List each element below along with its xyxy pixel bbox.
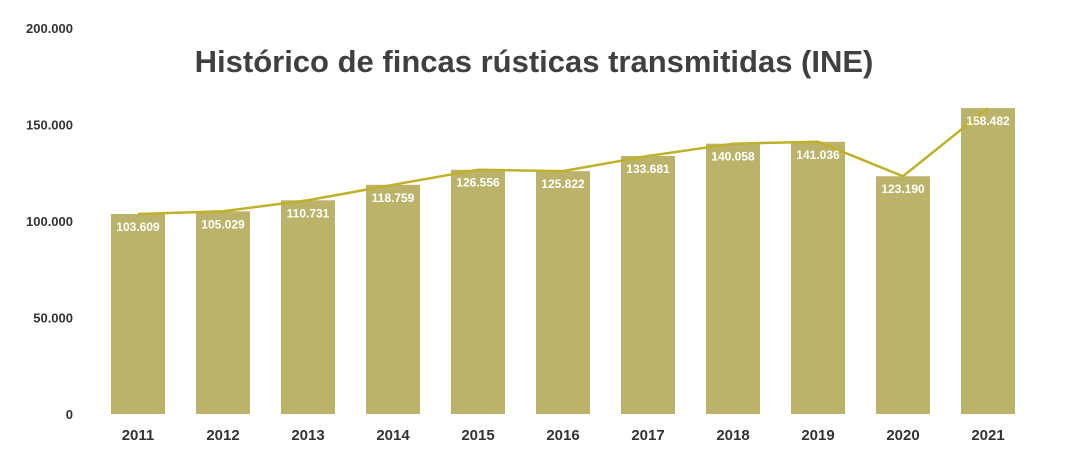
bar-2020: [876, 176, 930, 414]
x-tick-label: 2020: [886, 427, 919, 444]
bar-2014: [366, 184, 420, 414]
y-tick-label: 50.000: [33, 311, 73, 326]
y-tick-label: 0: [66, 407, 73, 422]
x-tick-label: 2015: [461, 427, 494, 444]
data-label-2016: 125.822: [541, 177, 585, 191]
y-tick-label: 200.000: [26, 21, 73, 36]
bar-2021: [961, 108, 1015, 415]
x-tick-label: 2019: [801, 427, 834, 444]
x-tick-label: 2012: [206, 427, 239, 444]
data-labels: 103.609 105.029 110.731 118.759 126.556 125.8…: [116, 114, 1010, 234]
data-label-2018: 140.058: [711, 150, 755, 164]
data-label-2020: 123.190: [881, 182, 925, 196]
x-tick-label: 2014: [376, 427, 410, 444]
data-label-2013: 110.731: [287, 206, 330, 220]
chart-title: Histórico de fincas rústicas transmitida…: [194, 44, 874, 79]
data-label-2021: 158.482: [966, 114, 1010, 128]
bar-2015: [451, 169, 505, 414]
trend-line-series: [137, 107, 989, 216]
y-tick-label: 100.000: [26, 214, 73, 229]
bar-2012: [196, 211, 250, 414]
bar-2013: [281, 200, 335, 414]
x-axis: 2011 2012 2013 2014 2015 2016 2017 2018 2019 2020…: [122, 427, 1005, 444]
bar-2016: [536, 171, 590, 414]
y-tick-label: 150.000: [26, 118, 73, 133]
bar-2019: [791, 141, 845, 414]
bar-2018: [706, 143, 760, 415]
data-label-2015: 126.556: [456, 176, 500, 190]
data-label-2017: 133.681: [626, 162, 670, 176]
x-tick-label: 2013: [291, 427, 324, 444]
y-axis: 0 50.000 100.000 150.000 200.000: [26, 21, 73, 422]
x-tick-label: 2016: [546, 427, 579, 444]
bar-series: [111, 108, 1015, 415]
data-label-2019: 141.036: [796, 148, 840, 162]
data-label-2014: 118.759: [372, 191, 415, 205]
bar-2011: [111, 214, 165, 414]
x-tick-label: 2018: [716, 427, 749, 444]
bar-2017: [621, 155, 675, 414]
trend-line: [137, 107, 989, 216]
x-tick-label: 2017: [631, 427, 664, 444]
data-label-2011: 103.609: [116, 220, 160, 234]
x-tick-label: 2011: [122, 427, 155, 444]
data-label-2012: 105.029: [201, 217, 245, 231]
x-tick-label: 2021: [971, 427, 1004, 444]
